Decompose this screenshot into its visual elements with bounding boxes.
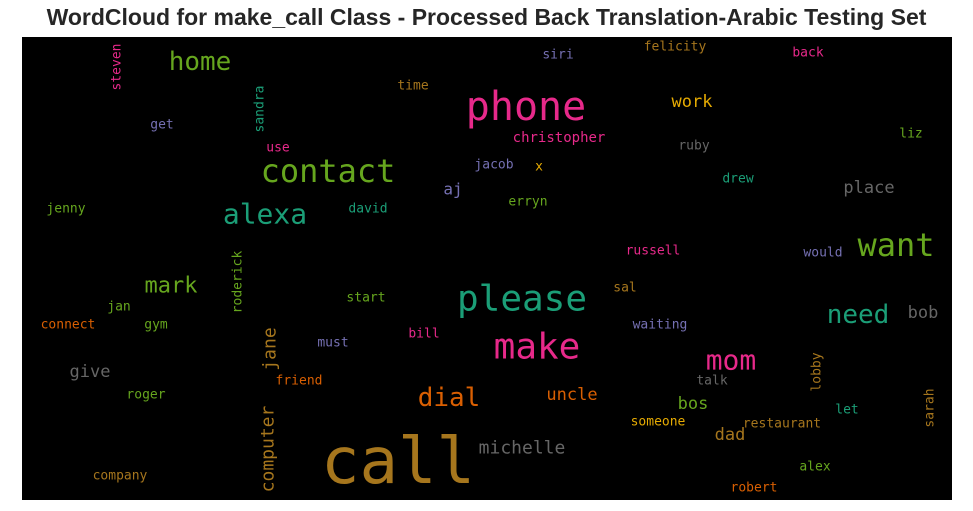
word-x: x	[535, 160, 543, 175]
word-steven: steven	[110, 44, 125, 91]
word-michelle: michelle	[479, 438, 566, 459]
word-let: let	[835, 403, 858, 418]
word-mark: mark	[145, 274, 198, 299]
word-robert: robert	[731, 481, 778, 496]
word-roger: roger	[126, 388, 165, 403]
word-dad: dad	[715, 425, 746, 445]
word-time: time	[397, 79, 428, 94]
word-friend: friend	[276, 374, 323, 389]
word-make: make	[494, 327, 581, 368]
word-restaurant: restaurant	[743, 417, 821, 432]
word-please: please	[457, 279, 587, 320]
word-liz: liz	[899, 127, 922, 142]
word-dial: dial	[418, 383, 481, 413]
word-place: place	[843, 178, 894, 198]
wordcloud-canvas: call phone please make contact want alexa mom ho…	[22, 37, 952, 500]
word-jan: jan	[107, 300, 130, 315]
word-alex: alex	[799, 460, 830, 475]
word-need: need	[827, 300, 890, 330]
chart-title: WordCloud for make_call Class - Processe…	[46, 4, 927, 30]
word-gym: gym	[144, 318, 168, 333]
word-would: would	[803, 246, 842, 261]
word-sandra: sandra	[253, 86, 268, 133]
word-russell: russell	[626, 244, 681, 259]
word-david: david	[348, 202, 387, 217]
word-erryn: erryn	[508, 195, 547, 210]
word-jane: jane	[260, 327, 281, 370]
word-uncle: uncle	[546, 385, 597, 405]
word-siri: siri	[542, 48, 573, 63]
word-computer: computer	[258, 405, 279, 492]
word-company: company	[93, 469, 148, 484]
word-bill: bill	[408, 327, 439, 342]
word-aj: aj	[443, 180, 462, 199]
word-roderick: roderick	[231, 251, 246, 314]
word-must: must	[317, 336, 348, 351]
word-christopher: christopher	[513, 130, 606, 146]
word-someone: someone	[631, 415, 686, 430]
word-sarah: sarah	[923, 388, 938, 427]
wordcloud-svg: call phone please make contact want alexa mom ho…	[41, 40, 939, 500]
word-start: start	[346, 291, 385, 306]
word-alexa: alexa	[223, 198, 307, 231]
word-bob: bob	[908, 303, 939, 323]
word-felicity: felicity	[644, 40, 707, 55]
word-mom: mom	[706, 344, 757, 377]
word-jacob: jacob	[474, 158, 513, 173]
word-talk: talk	[696, 374, 727, 389]
word-lobby: lobby	[810, 352, 825, 391]
word-work: work	[672, 92, 713, 112]
word-connect: connect	[41, 318, 96, 333]
word-drew: drew	[722, 172, 753, 187]
word-bos: bos	[678, 394, 709, 414]
word-phone: phone	[466, 84, 586, 130]
word-home: home	[169, 47, 232, 77]
word-ruby: ruby	[678, 139, 709, 154]
word-call: call	[321, 425, 475, 499]
word-waiting: waiting	[633, 318, 688, 333]
word-get: get	[150, 118, 173, 133]
word-use: use	[266, 141, 290, 156]
word-back: back	[792, 46, 823, 61]
word-contact: contact	[261, 152, 396, 190]
word-give: give	[70, 362, 111, 382]
word-jenny: jenny	[46, 202, 85, 217]
word-sal: sal	[613, 281, 636, 296]
word-want: want	[857, 226, 934, 264]
